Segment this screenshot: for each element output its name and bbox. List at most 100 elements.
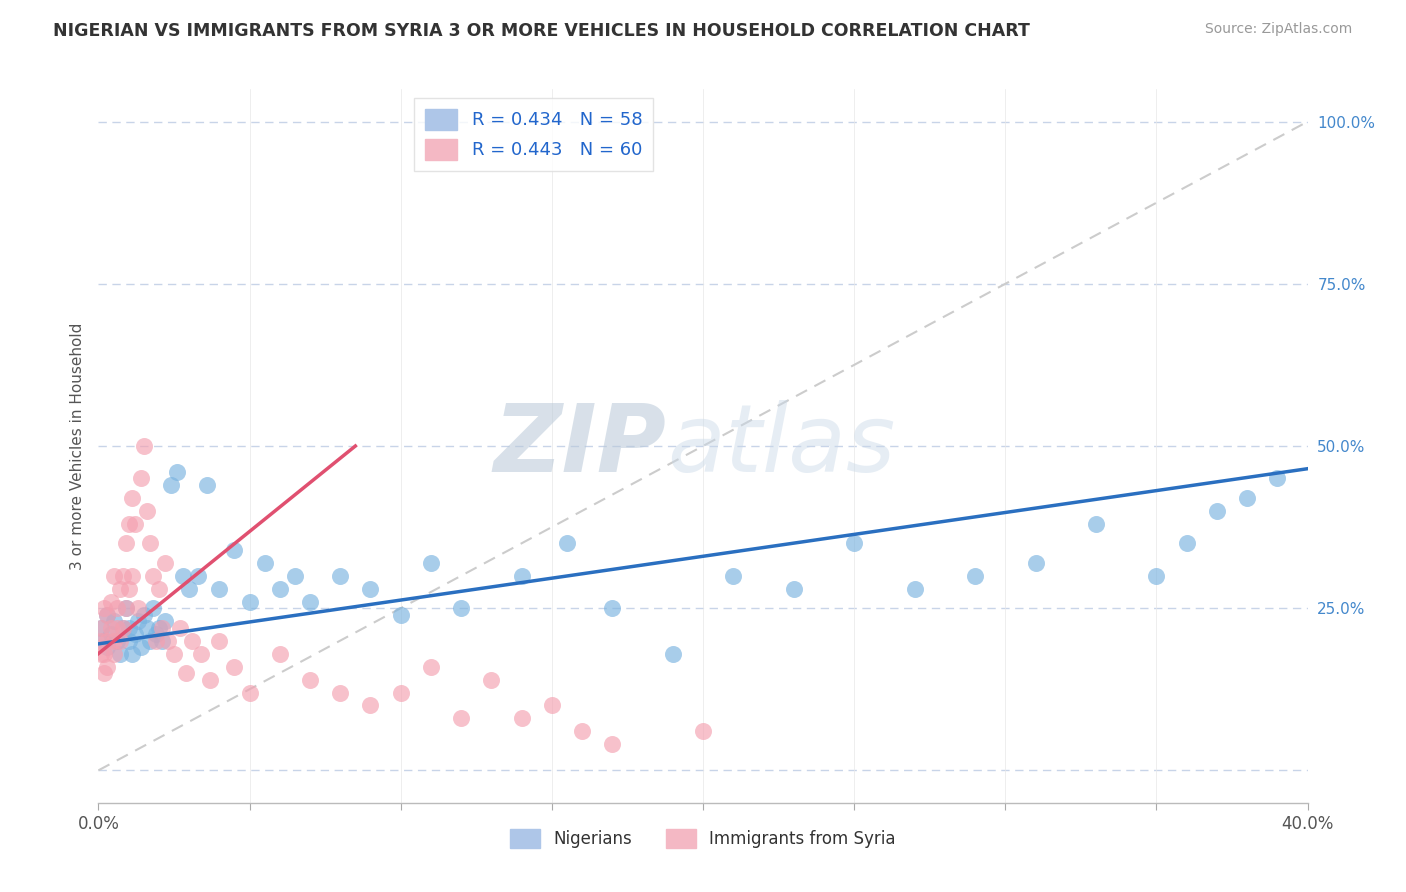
Point [510,711,533,725]
Point [389,607,412,622]
Point [100,621,122,635]
Point [540,698,562,713]
Point [1024,556,1046,570]
Point [103,633,125,648]
Point [135,504,157,518]
Point [224,659,246,673]
Point [269,582,291,596]
Point [121,491,143,505]
Point [284,568,307,582]
Point [153,556,176,570]
Point [111,621,134,635]
Point [96,659,118,673]
Point [145,627,167,641]
Point [90,621,112,635]
Point [105,601,128,615]
Point [103,614,125,628]
Point [124,627,146,641]
Text: Source: ZipAtlas.com: Source: ZipAtlas.com [1205,22,1353,37]
Point [844,536,866,550]
Y-axis label: 3 or more Vehicles in Household: 3 or more Vehicles in Household [69,322,84,570]
Point [156,633,179,648]
Point [208,633,231,648]
Point [555,536,578,550]
Point [108,633,131,648]
Point [1236,491,1258,505]
Point [96,607,118,622]
Point [96,607,118,622]
Point [108,582,131,596]
Point [111,568,134,582]
Point [139,536,162,550]
Point [129,471,152,485]
Point [132,439,155,453]
Point [200,673,222,687]
Point [114,601,136,615]
Point [142,601,165,615]
Point [93,666,115,681]
Point [118,621,141,635]
Point [148,621,170,635]
Text: NIGERIAN VS IMMIGRANTS FROM SYRIA 3 OR MORE VEHICLES IN HOUSEHOLD CORRELATION CH: NIGERIAN VS IMMIGRANTS FROM SYRIA 3 OR M… [53,22,1031,40]
Point [124,516,146,531]
Point [481,673,503,687]
Point [195,478,218,492]
Point [253,556,276,570]
Point [153,614,176,628]
Point [174,666,197,681]
Point [150,633,173,648]
Point [179,582,201,596]
Point [723,568,745,582]
Point [90,633,112,648]
Point [166,465,188,479]
Point [602,601,624,615]
Point [114,601,136,615]
Point [181,633,204,648]
Point [904,582,927,596]
Point [1175,536,1198,550]
Point [139,633,162,648]
Point [190,647,212,661]
Point [169,621,191,635]
Point [269,647,291,661]
Point [329,685,352,699]
Point [602,738,624,752]
Point [571,724,593,739]
Point [121,647,143,661]
Point [118,633,141,648]
Point [93,633,115,648]
Text: ZIP: ZIP [494,400,666,492]
Point [103,647,125,661]
Point [96,633,118,648]
Point [105,621,128,635]
Point [118,516,141,531]
Point [100,627,122,641]
Point [135,621,157,635]
Point [108,647,131,661]
Point [1085,516,1108,531]
Point [142,568,165,582]
Point [420,556,443,570]
Point [129,640,152,654]
Point [329,568,352,582]
Point [661,647,683,661]
Point [510,568,533,582]
Point [90,621,112,635]
Point [111,621,134,635]
Point [389,685,412,699]
Point [93,601,115,615]
Point [360,698,382,713]
Point [121,568,143,582]
Point [118,582,141,596]
Point [1206,504,1229,518]
Point [132,607,155,622]
Point [450,711,472,725]
Point [93,647,115,661]
Point [127,614,149,628]
Point [299,595,322,609]
Point [160,478,183,492]
Point [224,542,246,557]
Point [965,568,987,582]
Point [100,595,122,609]
Point [148,582,170,596]
